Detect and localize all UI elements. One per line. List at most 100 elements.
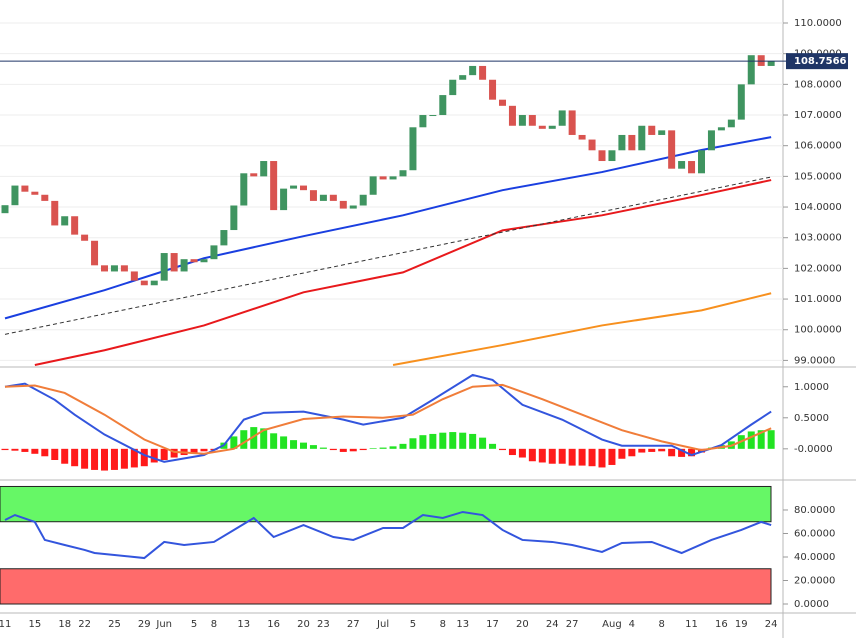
candle-body bbox=[300, 185, 307, 191]
y-tick-label: 105.0000 bbox=[794, 171, 842, 182]
histogram-bar bbox=[260, 428, 268, 449]
panel bbox=[1, 373, 775, 471]
x-tick-label: 17 bbox=[486, 619, 499, 630]
candle-body bbox=[230, 205, 238, 231]
histogram-bar bbox=[668, 448, 676, 457]
histogram-bar bbox=[767, 430, 775, 449]
candle-body bbox=[558, 110, 566, 126]
candle-body bbox=[379, 176, 387, 180]
histogram-bar bbox=[508, 448, 516, 456]
histogram-bar bbox=[11, 448, 19, 451]
candle-body bbox=[459, 75, 467, 80]
histogram-bar bbox=[588, 448, 596, 467]
candle-body bbox=[101, 265, 108, 272]
indicator-line bbox=[4, 373, 772, 463]
candle-body bbox=[170, 253, 178, 272]
indicator-line bbox=[34, 179, 772, 366]
candle-body bbox=[220, 230, 228, 246]
candle-body bbox=[399, 170, 407, 177]
x-tick-label: 11 bbox=[0, 619, 11, 630]
x-tick-label: 13 bbox=[456, 619, 469, 630]
histogram-bar bbox=[598, 448, 606, 468]
histogram-bar bbox=[578, 448, 586, 466]
histogram-bar bbox=[628, 448, 636, 457]
x-tick-label: 8 bbox=[211, 619, 217, 630]
candle-body bbox=[757, 55, 765, 66]
candle-body bbox=[180, 259, 188, 272]
candle-body bbox=[598, 150, 606, 162]
indicator-line bbox=[392, 292, 772, 366]
candle-body bbox=[588, 139, 596, 151]
y-tick-label: 110.0000 bbox=[794, 18, 842, 29]
candle-body bbox=[727, 119, 735, 128]
histogram-bar bbox=[638, 448, 646, 453]
x-tick-label: 4 bbox=[629, 619, 635, 630]
histogram-bar bbox=[608, 448, 616, 465]
histogram-bar bbox=[150, 448, 158, 463]
y-tick-label: 60.0000 bbox=[794, 528, 835, 539]
histogram-bar bbox=[389, 446, 397, 449]
x-tick-label: 15 bbox=[28, 619, 41, 630]
x-tick-label: Aug bbox=[602, 619, 622, 630]
histogram-bar bbox=[409, 438, 417, 449]
candle-body bbox=[638, 125, 646, 151]
y-tick-label: 1.0000 bbox=[794, 382, 829, 393]
y-tick-label: 99.0000 bbox=[794, 355, 835, 366]
last-price-label: 108.7566 bbox=[794, 56, 847, 67]
x-tick-label: 16 bbox=[715, 619, 728, 630]
last-price-box bbox=[786, 53, 848, 70]
x-tick-label: Jul bbox=[376, 619, 389, 630]
histogram-bar bbox=[250, 427, 258, 449]
candle-body bbox=[389, 176, 397, 180]
x-tick-label: 22 bbox=[78, 619, 91, 630]
histogram-bar bbox=[170, 448, 178, 458]
histogram-bar bbox=[757, 430, 765, 449]
histogram-bar bbox=[339, 448, 347, 452]
candle-body bbox=[260, 161, 268, 177]
histogram-bar bbox=[528, 448, 536, 462]
candle-body bbox=[409, 127, 417, 171]
panel bbox=[0, 485, 772, 605]
histogram-bar bbox=[678, 448, 686, 457]
candle-body bbox=[538, 125, 546, 129]
histogram-bar bbox=[349, 448, 357, 452]
histogram-bar bbox=[230, 436, 238, 449]
y-tick-label: 100.0000 bbox=[794, 325, 842, 336]
candle-body bbox=[309, 190, 317, 201]
candle-body bbox=[1, 205, 9, 214]
x-tick-label: 27 bbox=[347, 619, 360, 630]
y-tick-label: -0.0000 bbox=[794, 444, 833, 455]
x-tick-label: 23 bbox=[317, 619, 330, 630]
x-tick-label: 18 bbox=[58, 619, 71, 630]
histogram-bar bbox=[538, 448, 546, 463]
candle-body bbox=[489, 79, 497, 100]
y-tick-label: 20.0000 bbox=[794, 575, 835, 586]
candle-body bbox=[110, 265, 118, 272]
histogram-bar bbox=[190, 448, 198, 454]
candle-body bbox=[707, 130, 715, 151]
candle-body bbox=[518, 115, 526, 126]
histogram-bar bbox=[648, 448, 656, 452]
candle-body bbox=[608, 150, 616, 162]
histogram-bar bbox=[688, 448, 696, 457]
candle-body bbox=[329, 194, 337, 201]
candle-body bbox=[717, 127, 725, 131]
candle-body bbox=[479, 65, 487, 80]
histogram-bar bbox=[518, 448, 526, 458]
x-tick-label: 29 bbox=[138, 619, 151, 630]
candle-body bbox=[578, 134, 586, 140]
histogram-bar bbox=[91, 448, 99, 470]
candle-body bbox=[270, 161, 278, 211]
histogram-bar bbox=[71, 448, 79, 467]
x-tick-label: 5 bbox=[410, 619, 416, 630]
x-tick-label: 5 bbox=[191, 619, 197, 630]
histogram-bar bbox=[369, 448, 377, 449]
histogram-bar bbox=[300, 442, 307, 449]
histogram-bar bbox=[459, 432, 467, 449]
candle-body bbox=[339, 200, 347, 209]
candle-body bbox=[210, 245, 218, 260]
histogram-bar bbox=[110, 448, 118, 470]
histogram-bar bbox=[280, 436, 288, 449]
candle-body bbox=[429, 115, 437, 117]
y-tick-label: 101.0000 bbox=[794, 294, 842, 305]
